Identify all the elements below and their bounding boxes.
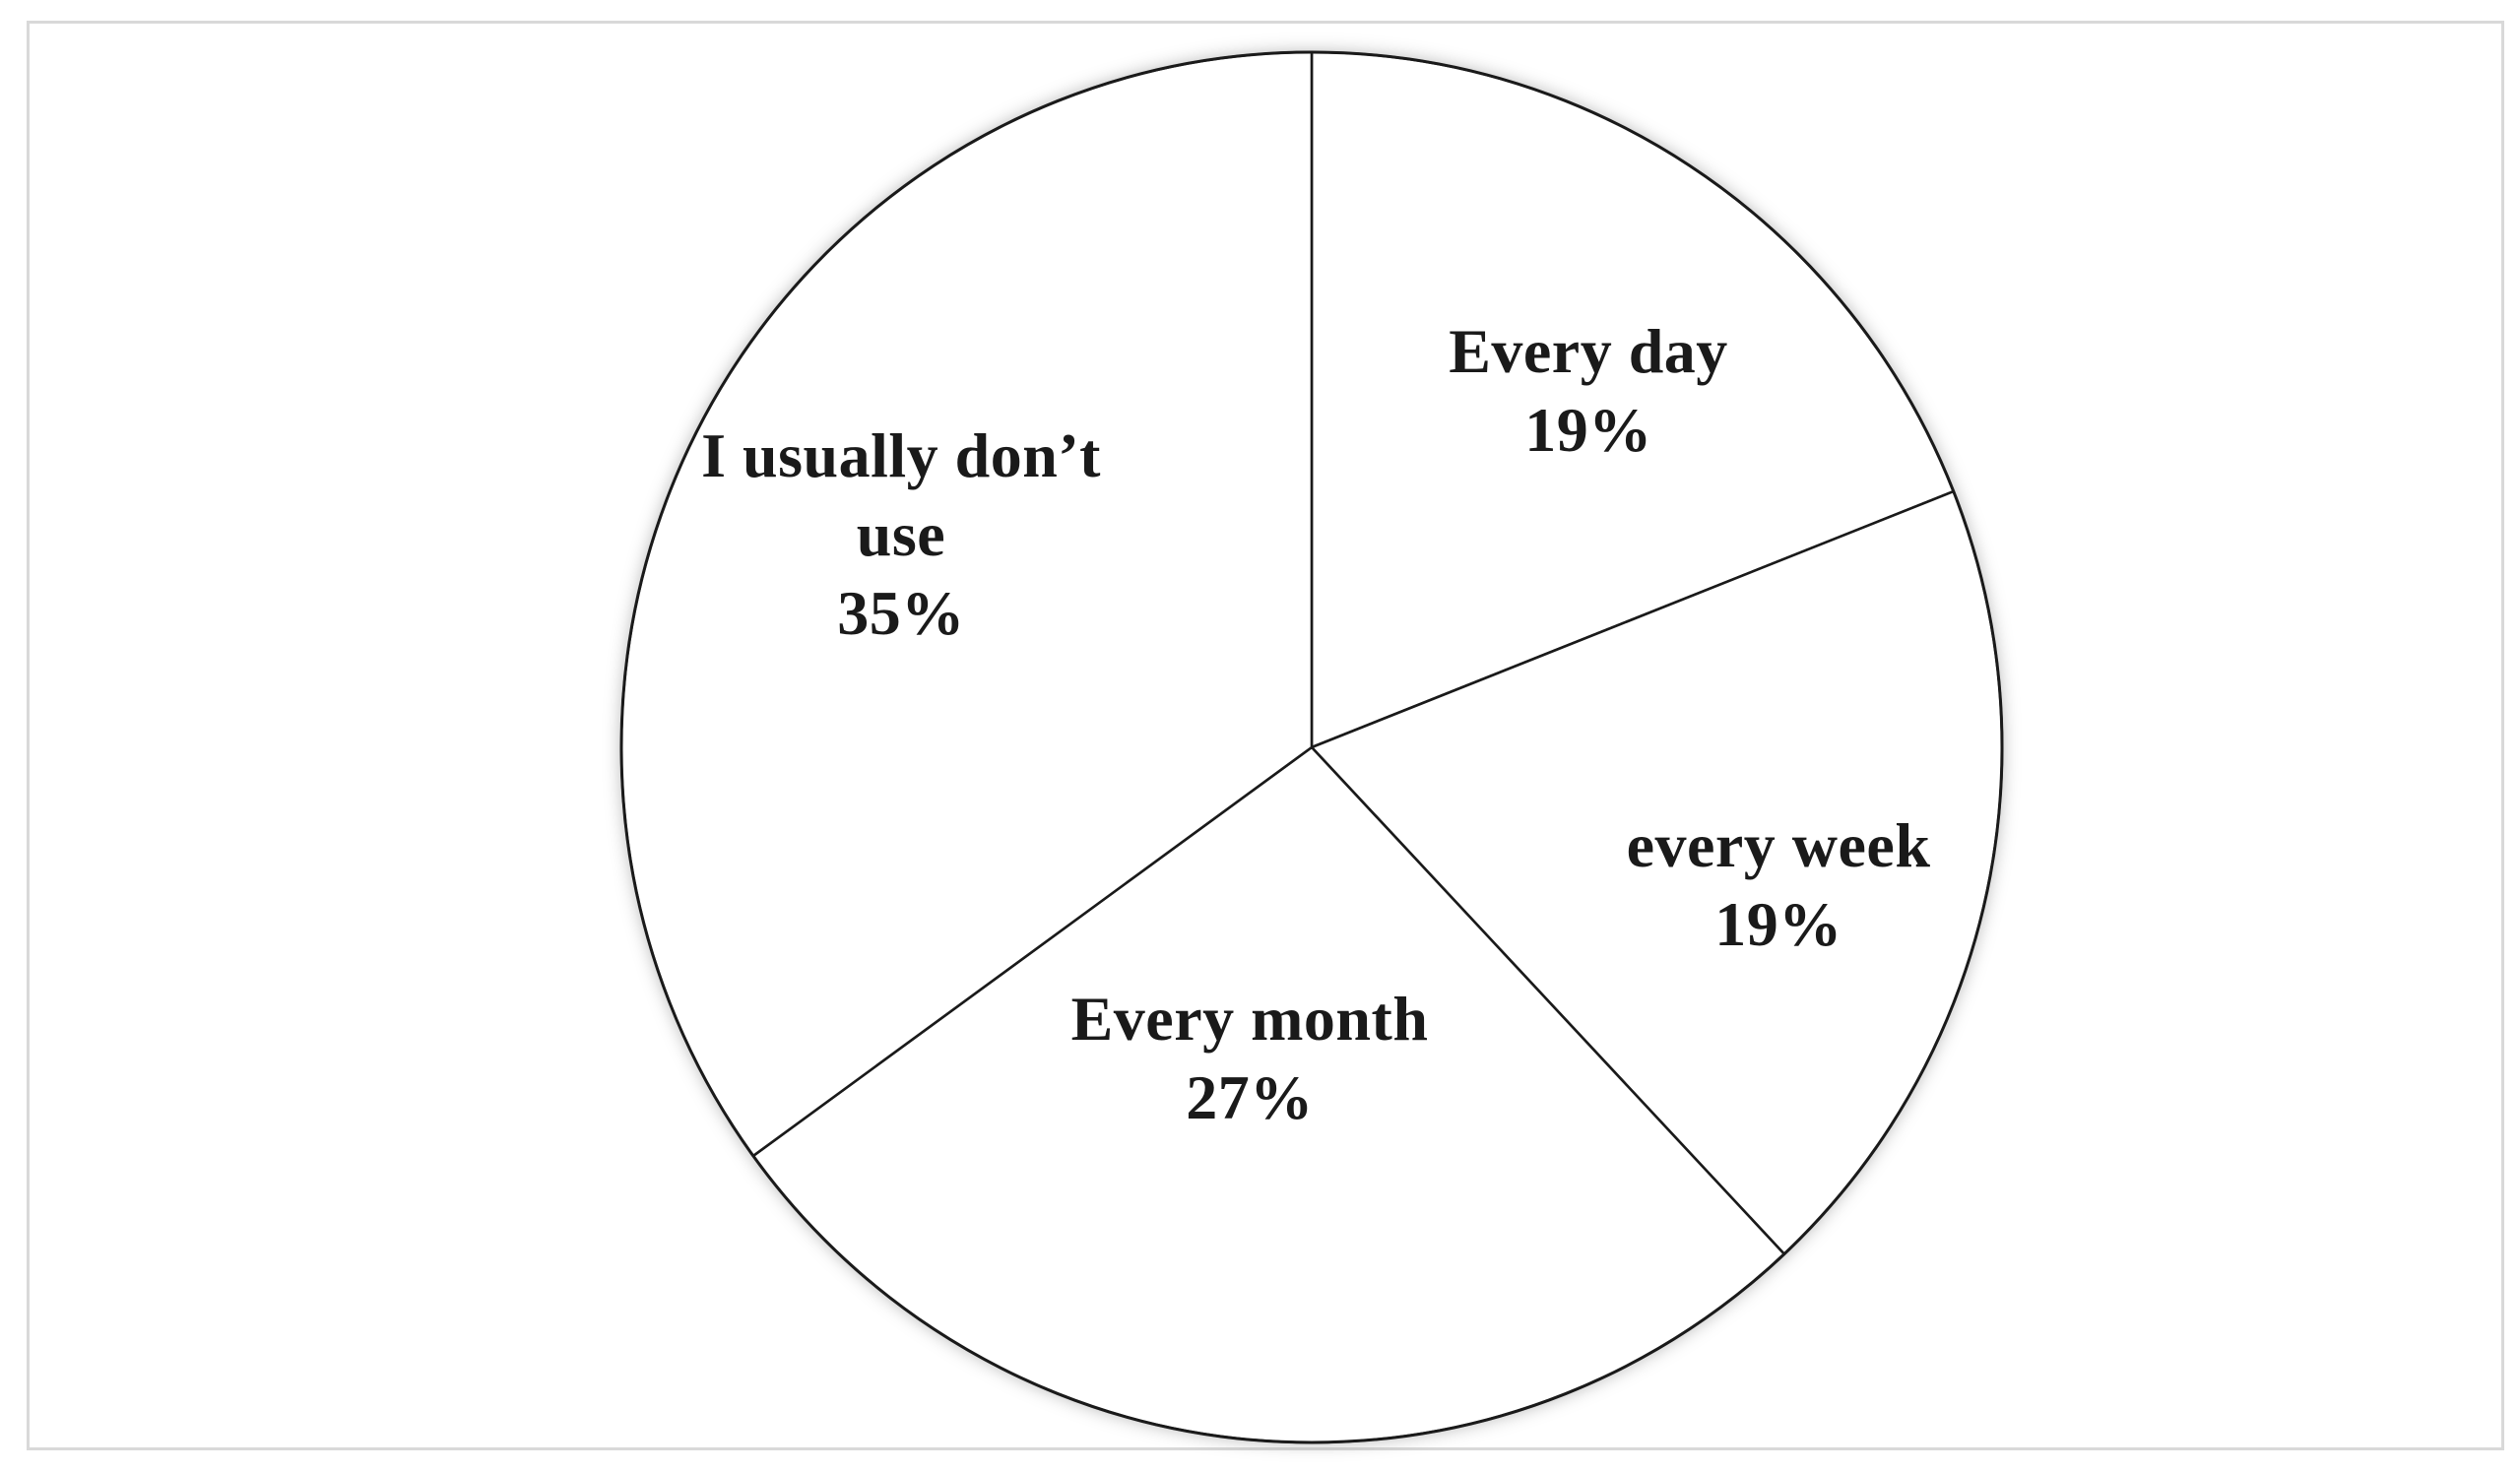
pie-outline — [619, 50, 2004, 1444]
